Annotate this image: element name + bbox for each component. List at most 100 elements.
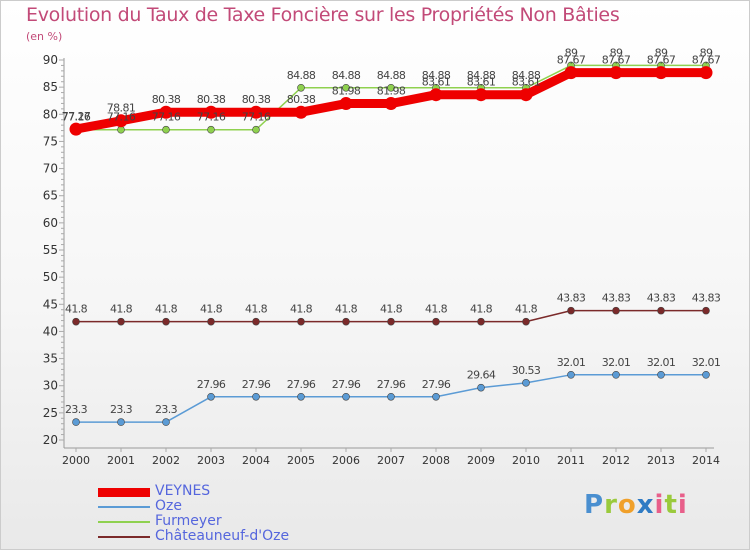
y-tick-label: 35 [43,352,58,366]
y-tick-label: 40 [43,324,58,338]
data-label: 80.38 [287,93,316,106]
data-point [114,114,128,128]
data-label: 32.01 [692,356,721,369]
data-point [162,317,170,326]
data-point [72,317,80,326]
x-tick-label: 2004 [242,454,270,467]
data-label: 77.16 [107,111,136,124]
data-point [612,371,620,379]
data-point [252,125,260,134]
data-label: 78.81 [107,102,136,115]
data-point [609,66,623,80]
data-label: 89 [700,46,713,59]
data-point [252,392,260,401]
y-tick-label: 20 [43,433,58,447]
y-tick-label: 90 [43,53,58,67]
y-tick-label: 55 [43,243,58,257]
data-label: 43.83 [602,292,631,305]
data-label: 41.8 [245,303,268,316]
data-label: 81.98 [377,85,406,98]
data-label: 32.01 [557,356,586,369]
y-tick-label: 85 [43,80,58,94]
data-label: 41.8 [65,303,88,316]
data-label: 84.88 [512,69,541,82]
data-label: 32.01 [602,356,631,369]
data-label: 80.38 [242,93,271,106]
x-tick-label: 2008 [422,454,450,467]
x-tick-label: 2002 [152,454,180,467]
data-label: 43.83 [647,292,676,305]
data-point [477,317,485,326]
data-label: 84.88 [422,69,451,82]
data-point [117,418,125,426]
data-label: 83.61 [422,76,451,89]
data-label: 41.8 [200,303,223,316]
y-tick-label: 30 [43,379,58,393]
x-tick-label: 2007 [377,454,405,467]
data-point [522,379,530,387]
data-point [72,418,80,426]
data-point [432,317,440,326]
data-label: 84.88 [377,69,406,82]
legend-label: VEYNES [155,483,211,499]
x-tick-label: 2003 [197,454,225,467]
data-label: 89 [655,46,668,59]
data-label: 77.16 [197,111,226,124]
x-tick-label: 2013 [647,454,675,467]
data-label: 87.67 [647,54,676,67]
data-label: 77.16 [62,111,91,124]
logo-letter: P [584,490,605,520]
data-label: 83.61 [512,76,541,89]
data-point [567,371,575,379]
data-point [69,122,83,136]
data-point [342,83,350,92]
logo-letter: x [636,490,655,520]
data-label: 83.61 [467,76,496,89]
x-tick-label: 2014 [692,454,720,467]
x-tick-label: 2005 [287,454,315,467]
logo-letter: i [654,490,665,520]
data-label: 84.88 [287,69,316,82]
logo-letter: o [617,490,637,520]
data-point [567,306,575,315]
data-label: 89 [565,46,578,59]
data-label: 80.38 [197,93,226,106]
data-point [297,392,305,401]
data-label: 30.53 [512,364,541,377]
data-point [159,105,173,119]
data-point [207,392,215,401]
y-tick-label: 65 [43,189,58,203]
data-label: 32.01 [647,356,676,369]
y-unit-label: (en %) [26,30,63,43]
data-point [654,66,668,80]
data-point [387,392,395,401]
data-point [519,88,533,102]
data-point [207,125,215,134]
data-label: 41.8 [380,303,403,316]
data-label: 41.8 [470,303,493,316]
data-label: 27.96 [242,378,271,391]
data-point [162,125,170,134]
y-tick-label: 80 [43,107,58,121]
proxiti-logo: Proxiti [584,490,688,520]
data-label: 41.8 [515,303,538,316]
y-tick-label: 70 [43,162,58,176]
legend-swatch [98,521,150,523]
y-tick-label: 60 [43,216,58,230]
data-label: 41.8 [290,303,313,316]
data-label: 23.3 [110,403,133,416]
data-point [207,317,215,326]
data-label: 77.16 [242,111,271,124]
data-label: 81.98 [332,85,361,98]
data-label: 27.96 [287,378,316,391]
data-label: 41.8 [110,303,133,316]
data-point [612,306,620,315]
data-point [297,317,305,326]
data-label: 84.88 [467,69,496,82]
data-label: 41.8 [335,303,358,316]
data-point [564,66,578,80]
data-label: 89 [610,46,623,59]
data-point [252,317,260,326]
